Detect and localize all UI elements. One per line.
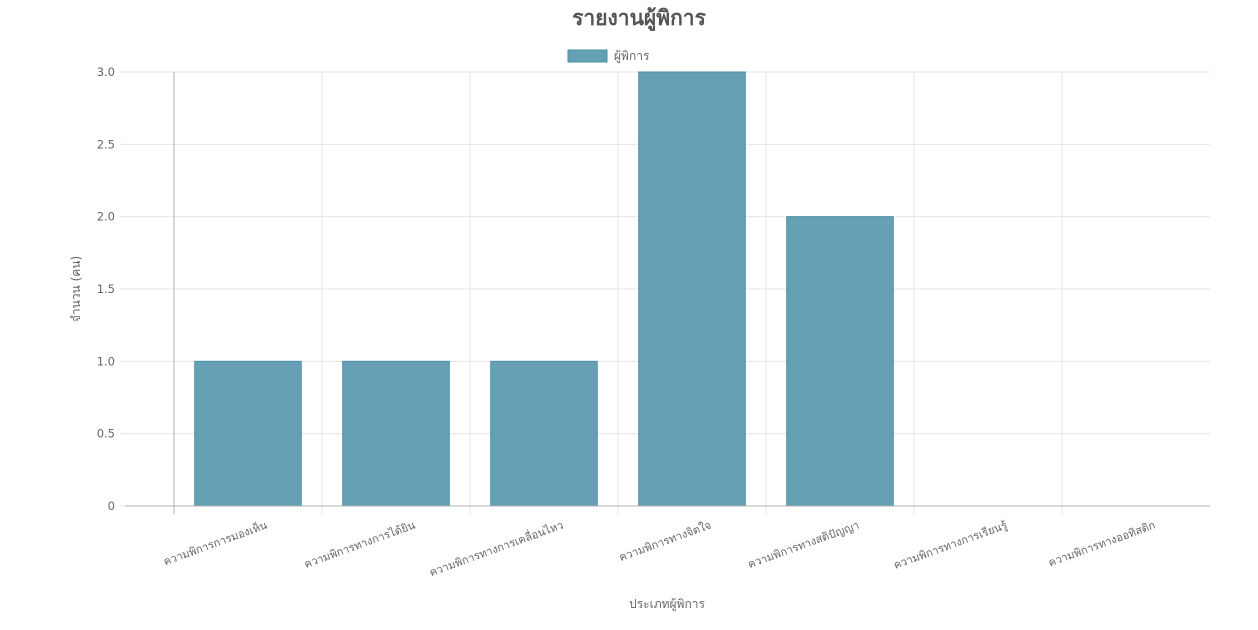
legend-swatch[interactable] <box>567 49 608 63</box>
legend[interactable]: ผู้พิการ <box>567 49 650 64</box>
x-tick-label: ความพิการทางสติปัญญา <box>746 519 861 571</box>
y-tick-label: 3.0 <box>97 65 115 79</box>
y-axis-ticks: 0 0.5 1.0 1.5 2.0 2.5 3.0 <box>97 65 125 513</box>
x-tick-label: ความพิการทางออทิสติก <box>1047 519 1157 570</box>
bar[interactable] <box>786 216 894 507</box>
y-tick-label: 2.5 <box>97 137 115 151</box>
axes <box>120 72 1210 514</box>
y-tick-label: 2.0 <box>97 210 115 224</box>
x-tick-label: ความพิการการมองเห็น <box>161 518 269 569</box>
x-axis-title: ประเภทผู้พิการ <box>629 597 705 612</box>
x-tick-label: ความพิการทางการเรียนรู้ <box>892 519 1009 572</box>
x-axis-ticks: ความพิการการมองเห็น ความพิการทางการได้ยิน… <box>161 517 1157 579</box>
y-tick-label: 0.5 <box>97 427 115 441</box>
legend-label: ผู้พิการ <box>614 49 650 64</box>
chart-title: รายงานผู้พิการ <box>572 6 706 32</box>
y-tick-label: 1.0 <box>97 354 115 368</box>
y-axis-title: จำนวน (คน) <box>69 256 83 322</box>
x-tick-label: ความพิการทางจิตใจ <box>617 519 713 564</box>
bar[interactable] <box>194 360 302 507</box>
bar[interactable] <box>490 360 598 507</box>
x-tick-label: ความพิการทางการเคลื่อนไหว <box>427 517 565 579</box>
y-tick-label: 0 <box>108 499 115 513</box>
y-tick-label: 1.5 <box>97 282 115 296</box>
bar[interactable] <box>342 360 450 507</box>
bars <box>194 71 894 507</box>
bar[interactable] <box>638 71 746 507</box>
x-tick-label: ความพิการทางการได้ยิน <box>302 518 417 570</box>
